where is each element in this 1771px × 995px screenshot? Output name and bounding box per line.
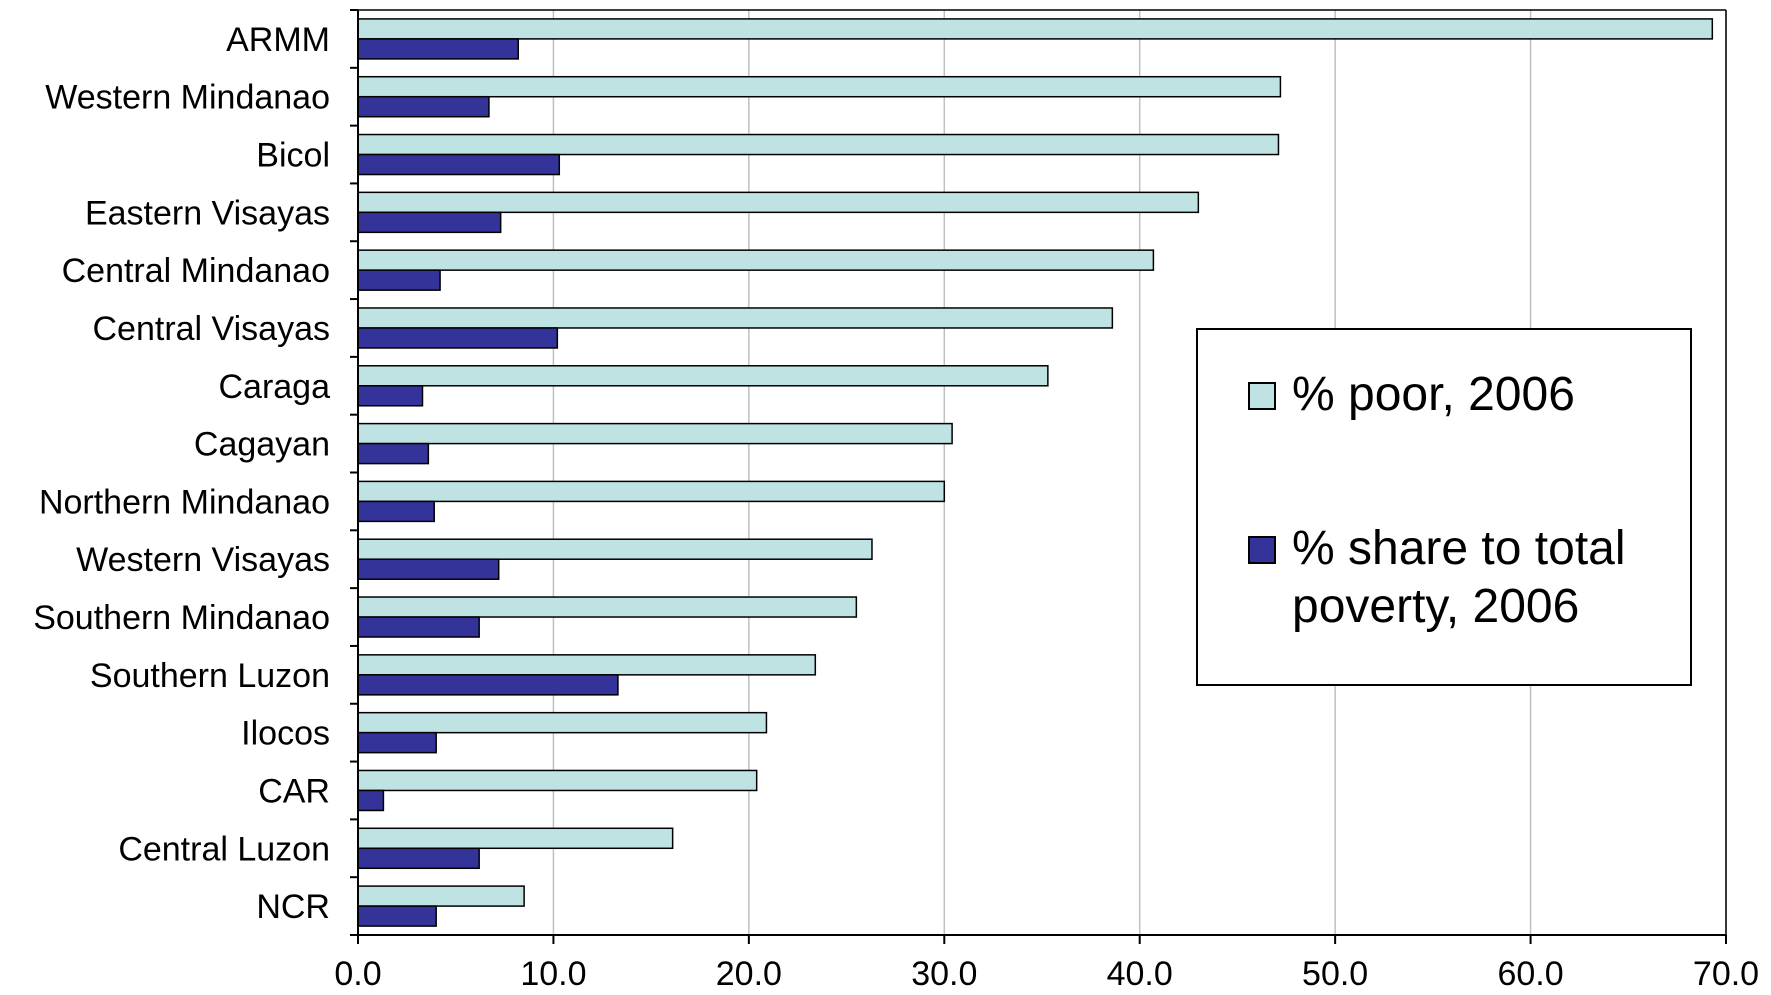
bar-share (357, 789, 385, 812)
category-label: Caraga (218, 368, 330, 406)
category-label: Central Luzon (118, 830, 330, 868)
category-label: Central Mindanao (62, 252, 330, 290)
category-label: Southern Luzon (90, 657, 330, 695)
bar-share (357, 674, 619, 696)
bar-poor (357, 133, 1280, 156)
x-tick-label: 30.0 (911, 955, 977, 993)
bar-poor (357, 75, 1282, 98)
bars (357, 18, 1714, 927)
bar-poor (357, 249, 1155, 271)
bar-share (357, 616, 480, 638)
bar-poor (357, 596, 858, 618)
category-label: ARMM (226, 21, 330, 59)
category-label: NCR (256, 888, 330, 926)
category-label: Western Mindanao (45, 79, 330, 117)
bar-poor (357, 654, 817, 676)
bar-poor (357, 827, 674, 850)
bar-share (357, 731, 437, 754)
category-labels: ARMM Western Mindanao Bicol Eastern Visayas… (33, 21, 330, 926)
bar-share (357, 153, 561, 176)
bar-poor (357, 711, 768, 734)
legend: % poor, 2006 % share to total poverty, 2… (1196, 328, 1692, 686)
axes (350, 9, 1727, 944)
legend-label-poor: % poor, 2006 (1292, 368, 1575, 421)
category-label: Western Visayas (76, 541, 330, 579)
bar-share (357, 385, 424, 407)
x-tick-label: 10.0 (520, 955, 586, 993)
bar-share (357, 905, 437, 927)
x-tick-label: 60.0 (1497, 955, 1563, 993)
bar-share (357, 558, 500, 580)
legend-label-share: % share to total poverty, 2006 (1292, 522, 1626, 633)
bar-share (357, 211, 502, 234)
legend-swatch-share (1248, 536, 1276, 564)
bar-poor (357, 769, 758, 792)
category-label: Ilocos (241, 715, 330, 753)
bar-poor (357, 191, 1200, 214)
category-label: Cagayan (194, 426, 330, 464)
x-tick-label: 40.0 (1107, 955, 1173, 993)
bar-share (357, 269, 441, 291)
legend-item-share: % share to total poverty, 2006 (1248, 520, 1672, 636)
category-label: CAR (258, 772, 330, 810)
category-label: Eastern Visayas (85, 194, 330, 232)
category-label: Southern Mindanao (33, 599, 330, 637)
category-label: Central Visayas (93, 310, 331, 348)
bar-poor (357, 422, 953, 445)
category-label: Northern Mindanao (39, 483, 330, 521)
bar-share (357, 95, 490, 118)
x-tick-label: 0.0 (334, 955, 381, 993)
bar-poor (357, 307, 1114, 329)
bar-poor (357, 480, 946, 503)
bar-share (357, 327, 559, 349)
legend-item-poor: % poor, 2006 (1248, 366, 1672, 424)
bar-poor (357, 538, 873, 560)
category-label: Bicol (256, 137, 330, 175)
bar-share (357, 442, 430, 465)
bar-share (357, 38, 520, 60)
bar-poor (357, 365, 1049, 387)
bar-poor (357, 885, 525, 907)
x-tick-label: 70.0 (1693, 955, 1759, 993)
bar-share (357, 847, 480, 870)
bar-poor (357, 18, 1714, 40)
legend-swatch-poor (1248, 382, 1276, 410)
x-tick-label: 20.0 (716, 955, 782, 993)
x-tick-label: 50.0 (1302, 955, 1368, 993)
x-tick-labels: 0.0 10.0 20.0 30.0 40.0 50.0 60.0 70.0 (334, 955, 1759, 993)
bar-share (357, 500, 435, 523)
